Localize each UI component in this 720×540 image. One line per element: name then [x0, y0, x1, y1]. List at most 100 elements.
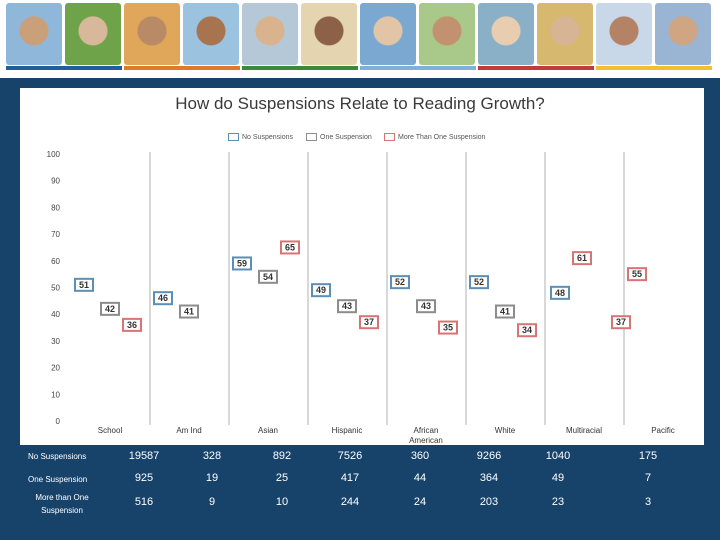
table-cell: 175: [638, 450, 658, 462]
data-point-no-suspensions: [390, 275, 410, 290]
data-point-more-than-one-suspension: [359, 315, 379, 330]
banner-stripe: [478, 66, 594, 70]
data-point-one-suspension: [258, 269, 278, 284]
y-tick-label: 90: [51, 177, 60, 186]
y-tick-label: 80: [51, 203, 60, 212]
photo-banner: [0, 0, 720, 78]
photo-student-1: [6, 3, 62, 65]
table-cell: 1040: [545, 450, 571, 462]
table-cell: 892: [272, 450, 292, 462]
y-tick-label: 30: [51, 337, 60, 346]
data-point-more-than-one-suspension: [517, 323, 537, 338]
x-tick-label: Multiracial: [566, 426, 602, 435]
banner-stripe: [596, 66, 712, 70]
data-label-no-suspensions: 48: [555, 288, 565, 298]
legend-swatch-more: [384, 133, 395, 141]
data-label-more-than-one-suspension: 37: [364, 317, 374, 327]
table-cell: 925: [134, 472, 154, 484]
table-cell: 23: [551, 496, 565, 508]
legend-label-one: One Suspension: [320, 133, 372, 141]
y-tick-label: 0: [56, 417, 61, 426]
table-cell: 19587: [128, 450, 160, 462]
data-point-no-suspensions: [550, 285, 570, 300]
data-label-no-suspensions: 59: [237, 258, 247, 268]
legend-label-more: More Than One Suspension: [398, 133, 486, 141]
photo-student-9: [478, 3, 534, 65]
x-tick-label: American: [409, 436, 443, 445]
photo-student-11: [596, 3, 652, 65]
data-label-one-suspension: 54: [263, 272, 273, 282]
table-cell: 25: [275, 472, 289, 484]
legend-no-suspensions: No Suspensions: [228, 133, 293, 141]
table-cell: 9: [208, 496, 216, 508]
data-label-no-suspensions: 46: [158, 293, 168, 303]
data-label-more-than-one-suspension: 35: [443, 323, 453, 333]
table-cell: 49: [551, 472, 565, 484]
table-cell: 3: [644, 496, 652, 508]
table-cell: 9266: [476, 450, 502, 462]
photo-student-3: [124, 3, 180, 65]
data-label-one-suspension: 43: [342, 301, 352, 311]
legend-label-no: No Suspensions: [242, 133, 293, 141]
legend-more-than-one: More Than One Suspension: [384, 133, 485, 141]
data-label-one-suspension: 41: [500, 307, 510, 317]
x-tick-label: Hispanic: [332, 426, 363, 435]
x-tick-label: Pacific: [651, 426, 675, 435]
table-cell: 516: [134, 496, 154, 508]
x-tick-label: School: [98, 426, 123, 435]
photo-student-2: [65, 3, 121, 65]
data-point-one-suspension: [179, 304, 199, 319]
table-row-label-more: More than One Suspension: [35, 493, 89, 515]
data-point-no-suspensions: [311, 283, 331, 298]
banner-stripe: [124, 66, 240, 70]
data-label-more-than-one-suspension: 34: [522, 325, 532, 335]
photo-student-12: [655, 3, 711, 65]
data-point-more-than-one-suspension: [122, 317, 142, 332]
data-label-no-suspensions: 49: [316, 285, 326, 295]
data-label-no-suspensions: 52: [395, 277, 405, 287]
banner-stripe: [360, 66, 476, 70]
table-cell: 417: [340, 472, 360, 484]
table-row-label-one: One Suspension: [28, 475, 88, 484]
y-tick-label: 100: [47, 150, 61, 159]
legend-one-suspension: One Suspension: [306, 133, 372, 141]
y-tick-label: 60: [51, 257, 60, 266]
banner-stripe: [242, 66, 358, 70]
table-cell: 44: [413, 472, 427, 484]
data-label-more-than-one-suspension: 65: [285, 242, 295, 252]
data-point-more-than-one-suspension: [627, 267, 647, 282]
photo-student-10: [537, 3, 593, 65]
legend-swatch-one: [306, 133, 317, 141]
x-tick-label: African: [414, 426, 439, 435]
data-point-no-suspensions: [232, 256, 252, 271]
y-tick-label: 50: [51, 284, 60, 293]
x-tick-label: White: [495, 426, 516, 435]
photo-student-7: [360, 3, 416, 65]
data-point-no-suspensions: [469, 275, 489, 290]
x-tick-label: Am Ind: [176, 426, 201, 435]
table-cell: 364: [479, 472, 499, 484]
data-label-more-than-one-suspension: 61: [577, 253, 587, 263]
data-label-no-suspensions: 51: [79, 280, 89, 290]
data-point-more-than-one-suspension: [572, 251, 592, 266]
data-label-more-than-one-suspension: 55: [632, 269, 642, 279]
data-point-one-suspension: [337, 299, 357, 314]
data-label-no-suspensions: 52: [474, 277, 484, 287]
chart-title: How do Suspensions Relate to Reading Gro…: [175, 94, 545, 113]
photo-student-8: [419, 3, 475, 65]
table-cell: 244: [340, 496, 360, 508]
y-tick-label: 20: [51, 364, 60, 373]
data-label-one-suspension: 43: [421, 301, 431, 311]
data-point-no-suspensions: [74, 277, 94, 292]
table-cell: 360: [410, 450, 430, 462]
table-row-label-no: No Suspensions: [28, 452, 87, 461]
banner-stripe: [6, 66, 122, 70]
data-label-more-than-one-suspension: 36: [127, 320, 137, 330]
data-label-one-suspension: 41: [184, 307, 194, 317]
data-point-more-than-one-suspension: [438, 320, 458, 335]
table-cell: 24: [413, 496, 427, 508]
legend-swatch-no: [228, 133, 239, 141]
data-point-one-suspension: [100, 301, 120, 316]
chart-panel: [20, 88, 704, 445]
